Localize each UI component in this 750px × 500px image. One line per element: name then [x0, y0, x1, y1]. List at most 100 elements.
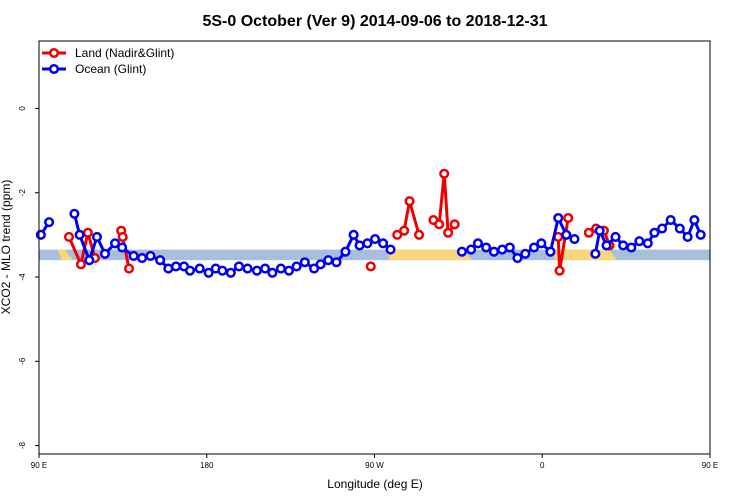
data-point — [203, 267, 214, 278]
data-point — [674, 223, 685, 234]
data-point — [385, 244, 396, 255]
x-tick-label: 180 — [200, 461, 214, 470]
data-point — [233, 261, 245, 272]
series-0 — [63, 168, 615, 276]
series-line — [72, 213, 392, 275]
data-point — [44, 217, 55, 228]
data-point — [123, 263, 135, 274]
ocean-band — [39, 249, 710, 261]
data-point — [323, 255, 334, 266]
data-point — [536, 238, 547, 249]
data-point — [481, 242, 492, 253]
x-axis: 90 E 180 90 W 0 90 E — [31, 454, 718, 470]
data-point — [63, 231, 75, 243]
y-axis-label: XCO2 - MLO trend (ppm) — [0, 180, 13, 315]
data-point — [554, 265, 565, 276]
data-point — [443, 227, 454, 238]
data-point — [74, 229, 85, 240]
plot-series — [35, 168, 706, 278]
legend: Land (Nadir&Glint) Ocean (Glint) — [42, 46, 174, 76]
data-point — [626, 242, 637, 253]
data-point — [399, 225, 410, 236]
data-point — [449, 219, 460, 230]
data-point — [117, 231, 128, 243]
data-point — [488, 246, 500, 257]
data-point — [610, 231, 621, 243]
data-point — [649, 227, 660, 238]
data-point — [91, 231, 103, 243]
data-point — [392, 229, 403, 240]
data-point — [69, 208, 80, 219]
legend-marker — [48, 47, 60, 59]
data-point — [225, 267, 236, 278]
x-tick-label: 90 E — [702, 461, 718, 470]
data-point — [84, 255, 95, 266]
data-point — [618, 240, 629, 251]
y-tick-label: -8 — [18, 441, 27, 449]
data-point — [472, 238, 483, 249]
data-point — [665, 215, 676, 226]
data-point — [465, 244, 477, 255]
x-tick-label: 90 E — [31, 461, 47, 470]
data-point — [331, 257, 342, 268]
data-point — [601, 240, 612, 251]
data-point — [348, 229, 359, 240]
data-point — [434, 219, 445, 230]
data-point — [365, 261, 376, 272]
land-band — [551, 249, 618, 261]
data-point — [583, 227, 594, 238]
data-point — [354, 240, 365, 251]
data-point — [413, 229, 425, 240]
y-tick-label: 0 — [18, 106, 27, 111]
data-point — [170, 261, 182, 272]
data-point — [563, 212, 574, 224]
data-point — [561, 229, 572, 240]
data-point — [315, 259, 326, 270]
legend-marker — [48, 63, 60, 75]
data-point — [291, 261, 302, 272]
data-point — [594, 225, 605, 236]
legend-label: Ocean (Glint) — [75, 62, 146, 76]
data-point — [362, 238, 373, 249]
plot-background — [39, 249, 710, 261]
data-point — [275, 263, 286, 274]
data-point — [117, 242, 128, 253]
data-point — [155, 255, 166, 266]
data-point — [456, 246, 467, 257]
data-point — [634, 236, 645, 247]
data-point — [545, 246, 556, 257]
data-point — [251, 265, 262, 276]
data-point — [299, 257, 310, 268]
data-point — [404, 196, 415, 207]
series-1 — [35, 208, 706, 278]
y-tick-label: -4 — [18, 273, 27, 281]
x-tick-label: 0 — [540, 461, 545, 470]
data-point — [642, 238, 653, 249]
chart-title: 5S-0 October (Ver 9) 2014-09-06 to 2018-… — [202, 13, 547, 30]
x-axis-label: Longitude (deg E) — [327, 477, 422, 491]
data-point — [569, 234, 580, 245]
data-point — [184, 265, 196, 276]
data-point — [267, 267, 278, 278]
data-point — [689, 215, 700, 226]
data-point — [378, 238, 389, 249]
data-point — [82, 227, 93, 238]
data-point — [520, 248, 531, 259]
data-point — [590, 248, 601, 259]
data-point — [35, 229, 46, 240]
data-point — [75, 259, 86, 270]
data-point — [109, 238, 121, 249]
data-point — [217, 265, 228, 276]
data-point — [260, 263, 271, 274]
data-point — [512, 252, 523, 264]
data-point — [370, 234, 381, 245]
data-point — [283, 265, 294, 276]
data-point — [553, 212, 564, 224]
data-point — [657, 223, 668, 234]
data-point — [242, 263, 253, 274]
data-point — [340, 246, 351, 257]
data-point — [528, 242, 540, 253]
data-point — [504, 242, 515, 253]
land-band — [385, 249, 472, 261]
